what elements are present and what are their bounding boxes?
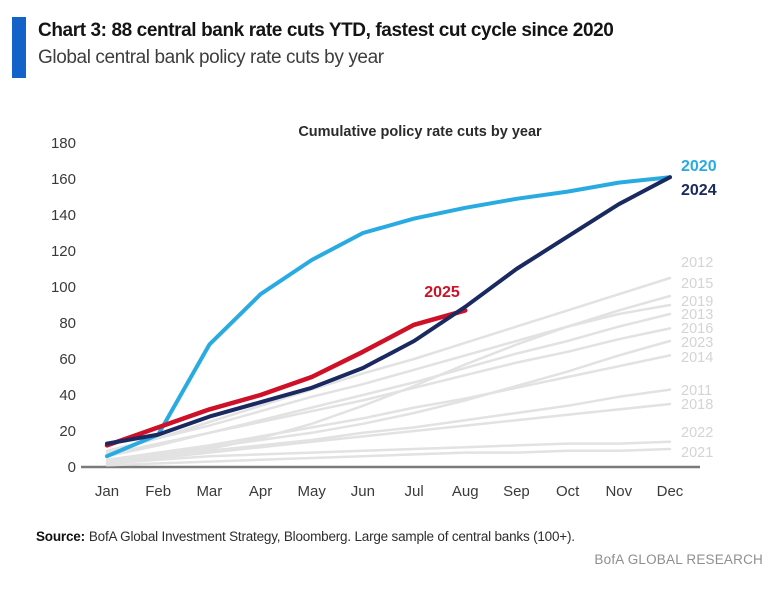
- series-label-2019: 2019: [681, 294, 713, 310]
- series-line-2023: [105, 339, 672, 462]
- series-line-2022: [105, 440, 672, 465]
- chart-title: Cumulative policy rate cuts by year: [298, 124, 542, 140]
- series-label-2014: 2014: [681, 350, 713, 366]
- source-text: BofA Global Investment Strategy, Bloombe…: [88, 529, 575, 544]
- series-label-2021: 2021: [681, 445, 713, 461]
- chart-heading-subtitle: Global central bank policy rate cuts by …: [38, 46, 384, 68]
- x-tick-label-Sep: Sep: [503, 483, 530, 500]
- source-line: Source: BofA Global Investment Strategy, …: [36, 529, 575, 544]
- x-tick-label-Jul: Jul: [404, 483, 423, 500]
- y-tick-label-0: 0: [68, 459, 76, 476]
- series-label-2015: 2015: [681, 276, 713, 292]
- chart-heading: Chart 3: 88 central bank rate cuts YTD, …: [38, 17, 758, 70]
- y-tick-label-20: 20: [59, 423, 76, 440]
- series-label-2023: 2023: [681, 335, 713, 351]
- y-tick-label-140: 140: [51, 207, 76, 224]
- series-line-2016: [105, 327, 672, 456]
- series-line-2018: [105, 402, 672, 465]
- y-tick-label-80: 80: [59, 315, 76, 332]
- series-label-2018: 2018: [681, 397, 713, 413]
- series-line-2020: [105, 175, 672, 459]
- x-tick-label-Apr: Apr: [249, 483, 272, 500]
- x-tick-label-Dec: Dec: [657, 483, 684, 500]
- series-label-2022: 2022: [681, 425, 713, 441]
- series-line-2011: [105, 388, 672, 463]
- x-tick-label-Jan: Jan: [95, 483, 119, 500]
- y-tick-label-60: 60: [59, 351, 76, 368]
- chart-heading-title: Chart 3: 88 central bank rate cuts YTD, …: [38, 20, 614, 41]
- x-tick-label-Mar: Mar: [196, 483, 222, 500]
- series-label-2024: 2024: [681, 182, 717, 199]
- series-label-2012: 2012: [681, 255, 713, 271]
- source-label: Source:: [36, 529, 85, 544]
- branding-text: BofA GLOBAL RESEARCH: [594, 552, 763, 567]
- header-accent-bar: [12, 17, 26, 78]
- y-tick-label-100: 100: [51, 279, 76, 296]
- series-label-2020: 2020: [681, 158, 717, 175]
- x-tick-label-Feb: Feb: [145, 483, 171, 500]
- x-tick-label-Jun: Jun: [351, 483, 375, 500]
- y-tick-label-160: 160: [51, 171, 76, 188]
- series-label-2025: 2025: [424, 284, 460, 301]
- x-tick-label-Oct: Oct: [556, 483, 580, 500]
- y-tick-label-180: 180: [51, 135, 76, 152]
- series-line-2025: [104, 308, 468, 448]
- x-tick-label-Nov: Nov: [605, 483, 632, 500]
- series-line-2021: [105, 447, 672, 467]
- x-tick-label-May: May: [298, 483, 327, 500]
- x-tick-label-Aug: Aug: [452, 483, 479, 500]
- series-label-2016: 2016: [681, 321, 713, 337]
- series-line-2014: [105, 354, 672, 462]
- y-tick-label-40: 40: [59, 387, 76, 404]
- series-line-2012: [105, 276, 672, 454]
- series-label-2013: 2013: [681, 307, 713, 323]
- series-label-2011: 2011: [681, 383, 712, 399]
- series-line-2019: [105, 303, 672, 463]
- series-line-2024: [105, 175, 672, 446]
- y-tick-label-120: 120: [51, 243, 76, 260]
